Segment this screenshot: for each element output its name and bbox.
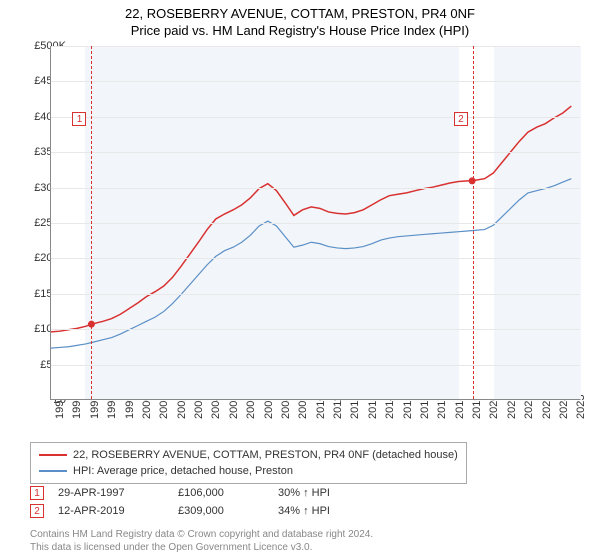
legend-row: HPI: Average price, detached house, Pres…	[39, 463, 458, 479]
plot-area	[50, 46, 580, 400]
sale-marker-box: 1	[72, 112, 86, 126]
gridline-h	[51, 294, 580, 295]
title-block: 22, ROSEBERRY AVENUE, COTTAM, PRESTON, P…	[0, 0, 600, 38]
gridline-h	[51, 365, 580, 366]
sale-row-date: 12-APR-2019	[58, 505, 178, 517]
gridline-h	[51, 188, 580, 189]
legend-label: 22, ROSEBERRY AVENUE, COTTAM, PRESTON, P…	[73, 449, 458, 461]
title-address: 22, ROSEBERRY AVENUE, COTTAM, PRESTON, P…	[0, 6, 600, 21]
series-hpi	[51, 179, 571, 348]
legend: 22, ROSEBERRY AVENUE, COTTAM, PRESTON, P…	[30, 442, 467, 484]
gridline-h	[51, 329, 580, 330]
footnote-line2: This data is licensed under the Open Gov…	[30, 541, 373, 554]
gridline-h	[51, 117, 580, 118]
footnote-line1: Contains HM Land Registry data © Crown c…	[30, 528, 373, 541]
sales-table: 1 29-APR-1997£106,00030% ↑ HPI 2 12-APR-201…	[30, 484, 378, 520]
legend-swatch	[39, 470, 67, 472]
sale-row-relative: 34% ↑ HPI	[278, 505, 378, 517]
sale-row-marker: 2	[30, 504, 44, 518]
gridline-h	[51, 223, 580, 224]
chart-container: 22, ROSEBERRY AVENUE, COTTAM, PRESTON, P…	[0, 0, 600, 560]
gridline-h	[51, 152, 580, 153]
sale-row-date: 29-APR-1997	[58, 487, 178, 499]
sale-row-marker: 1	[30, 486, 44, 500]
legend-label: HPI: Average price, detached house, Pres…	[73, 465, 293, 477]
gridline-h	[51, 46, 580, 47]
gridline-h	[51, 81, 580, 82]
sale-row: 1 29-APR-1997£106,00030% ↑ HPI	[30, 484, 378, 502]
sale-row: 2 12-APR-2019£309,00034% ↑ HPI	[30, 502, 378, 520]
series-price_paid	[51, 106, 571, 332]
sale-marker-line	[91, 46, 92, 399]
sale-row-price: £309,000	[178, 505, 278, 517]
sale-marker-box: 2	[454, 112, 468, 126]
footnote: Contains HM Land Registry data © Crown c…	[30, 528, 373, 554]
legend-swatch	[39, 454, 67, 456]
sale-row-price: £106,000	[178, 487, 278, 499]
title-subtitle: Price paid vs. HM Land Registry's House …	[0, 23, 600, 38]
gridline-h	[51, 258, 580, 259]
sale-marker-line	[473, 46, 474, 399]
legend-row: 22, ROSEBERRY AVENUE, COTTAM, PRESTON, P…	[39, 447, 458, 463]
sale-row-relative: 30% ↑ HPI	[278, 487, 378, 499]
